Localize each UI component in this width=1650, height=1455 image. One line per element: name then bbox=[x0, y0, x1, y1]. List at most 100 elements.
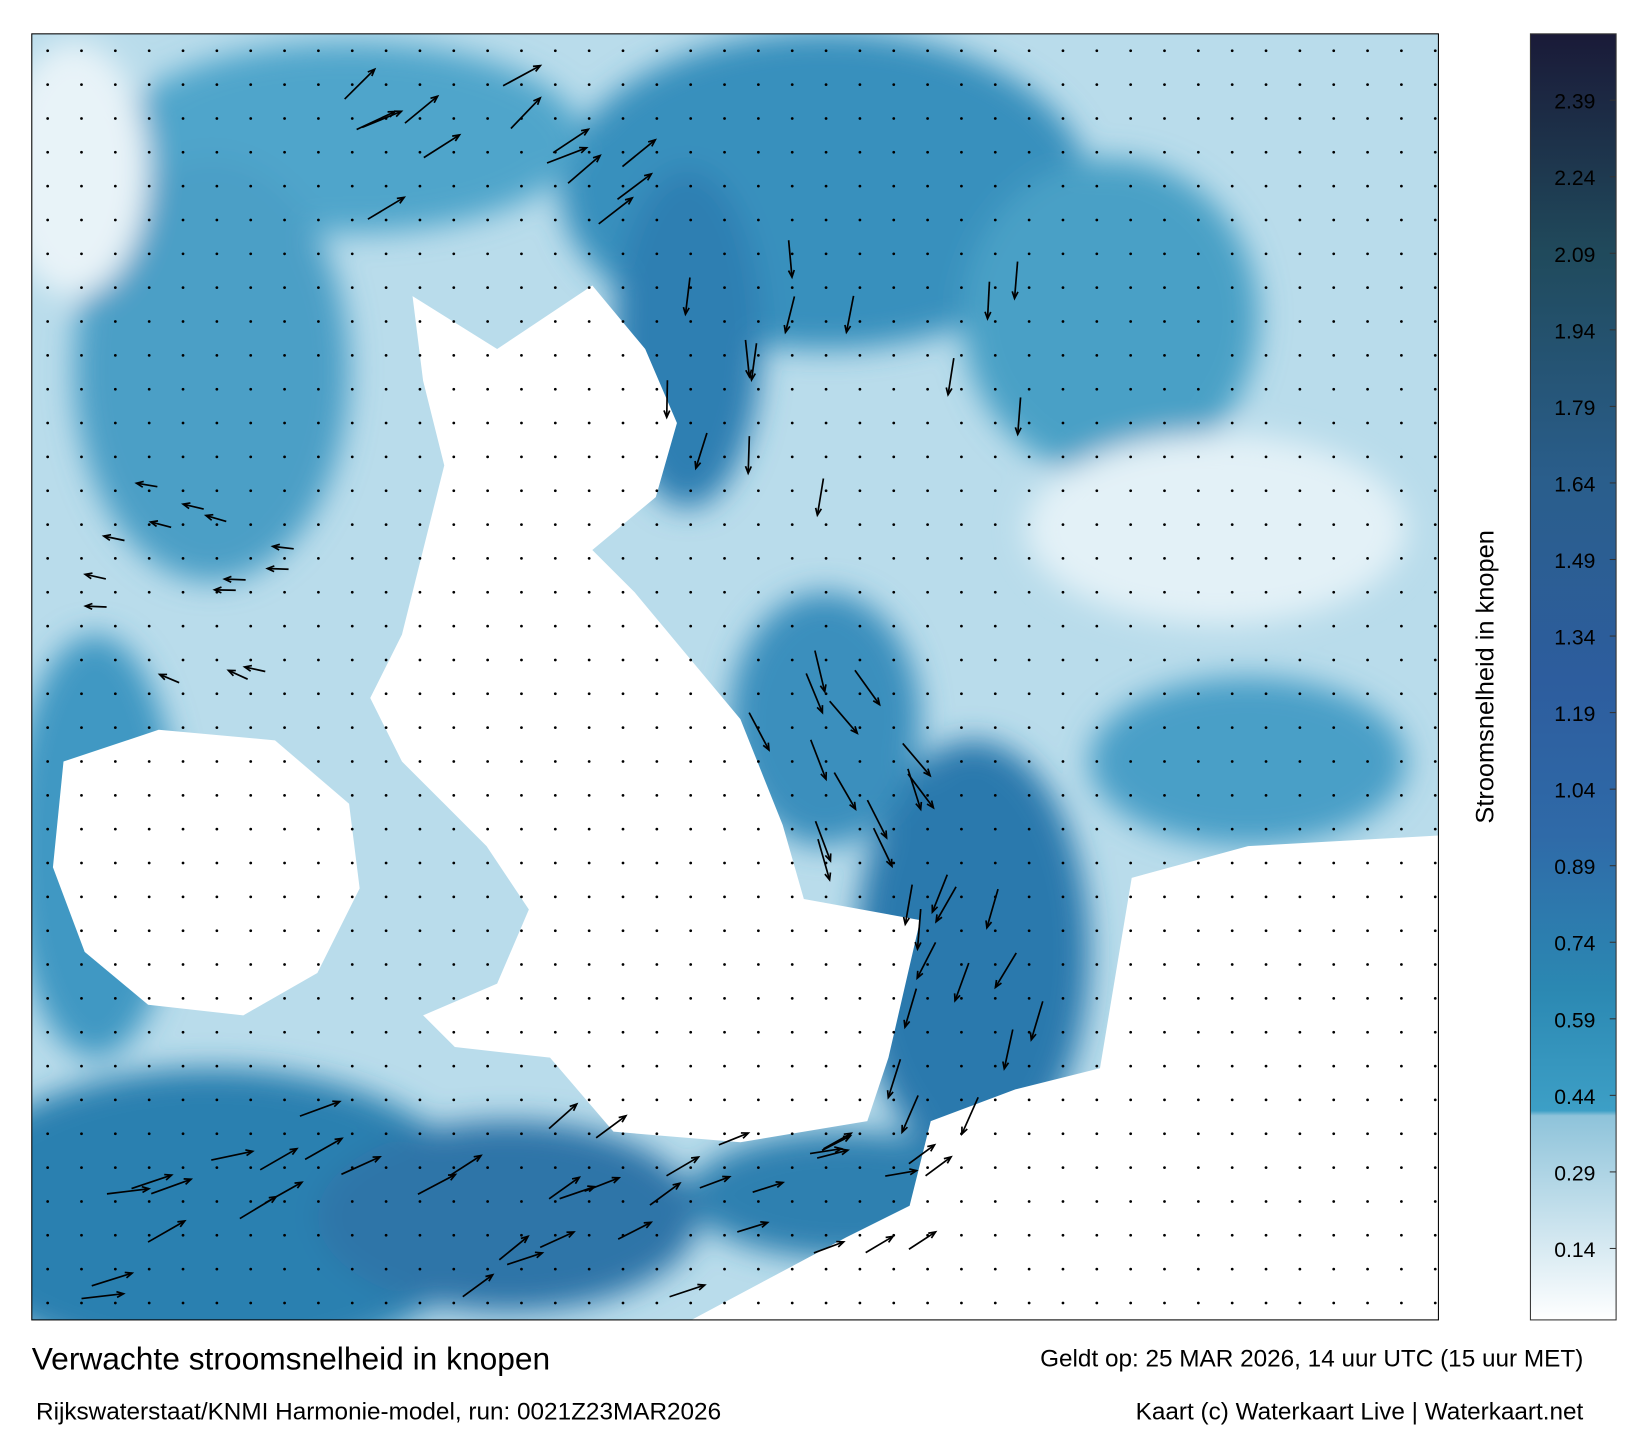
grid-dot bbox=[926, 1031, 929, 1034]
grid-dot bbox=[825, 151, 828, 154]
grid-dot bbox=[723, 252, 726, 255]
grid-dot bbox=[825, 997, 828, 1000]
grid-dot bbox=[859, 895, 862, 898]
grid-dot bbox=[655, 388, 658, 391]
colorbar-tick-label: 1.49 bbox=[1554, 550, 1595, 573]
grid-dot bbox=[385, 760, 388, 763]
grid-dot bbox=[148, 794, 151, 797]
grid-dot bbox=[1366, 997, 1369, 1000]
grid-dot bbox=[1332, 456, 1335, 459]
grid-dot bbox=[80, 489, 83, 492]
grid-dot bbox=[622, 1200, 625, 1203]
grid-dot bbox=[46, 1268, 49, 1271]
grid-dot bbox=[825, 523, 828, 526]
grid-dot bbox=[419, 489, 422, 492]
grid-dot bbox=[622, 523, 625, 526]
valid-time: Geldt op: 25 MAR 2026, 14 uur UTC (15 uu… bbox=[1040, 1345, 1583, 1372]
grid-dot bbox=[723, 760, 726, 763]
grid-dot bbox=[1298, 1065, 1301, 1068]
grid-dot bbox=[46, 659, 49, 662]
grid-dot bbox=[283, 726, 286, 729]
grid-dot bbox=[215, 794, 218, 797]
grid-dot bbox=[791, 252, 794, 255]
grid-dot bbox=[1095, 1132, 1098, 1135]
grid-dot bbox=[689, 659, 692, 662]
grid-dot bbox=[215, 151, 218, 154]
grid-dot bbox=[486, 760, 489, 763]
grid-dot bbox=[1400, 591, 1403, 594]
grid-dot bbox=[1095, 963, 1098, 966]
grid-dot bbox=[554, 1302, 557, 1305]
grid-dot bbox=[689, 49, 692, 52]
grid-dot bbox=[1366, 83, 1369, 86]
grid-dot bbox=[452, 219, 455, 222]
grid-dot bbox=[825, 1234, 828, 1237]
grid-dot bbox=[114, 49, 117, 52]
grid-dot bbox=[1434, 625, 1437, 628]
grid-dot bbox=[1095, 252, 1098, 255]
grid-dot bbox=[622, 1166, 625, 1169]
grid-dot bbox=[588, 523, 591, 526]
grid-dot bbox=[1197, 1234, 1200, 1237]
grid-dot bbox=[46, 422, 49, 425]
grid-dot bbox=[622, 760, 625, 763]
grid-dot bbox=[80, 659, 83, 662]
grid-dot bbox=[825, 49, 828, 52]
grid-dot bbox=[486, 83, 489, 86]
grid-dot bbox=[215, 422, 218, 425]
grid-dot bbox=[622, 83, 625, 86]
grid-dot bbox=[1062, 1200, 1065, 1203]
grid-dot bbox=[1265, 1234, 1268, 1237]
grid-dot bbox=[114, 625, 117, 628]
grid-dot bbox=[689, 862, 692, 865]
grid-dot bbox=[114, 456, 117, 459]
grid-dot bbox=[1298, 963, 1301, 966]
grid-dot bbox=[859, 1132, 862, 1135]
grid-dot bbox=[419, 219, 422, 222]
grid-dot bbox=[892, 49, 895, 52]
grid-dot bbox=[1231, 929, 1234, 932]
grid-dot bbox=[1434, 794, 1437, 797]
grid-dot bbox=[80, 895, 83, 898]
grid-dot bbox=[588, 1268, 591, 1271]
grid-dot bbox=[452, 422, 455, 425]
grid-dot bbox=[1163, 828, 1166, 831]
grid-dot bbox=[1400, 286, 1403, 289]
grid-dot bbox=[1129, 1200, 1132, 1203]
grid-dot bbox=[351, 963, 354, 966]
grid-dot bbox=[1129, 422, 1132, 425]
grid-dot bbox=[960, 354, 963, 357]
grid-dot bbox=[1332, 388, 1335, 391]
grid-dot bbox=[249, 286, 252, 289]
grid-dot bbox=[825, 456, 828, 459]
grid-dot bbox=[182, 185, 185, 188]
grid-dot bbox=[520, 1031, 523, 1034]
grid-dot bbox=[1400, 557, 1403, 560]
grid-dot bbox=[80, 83, 83, 86]
grid-dot bbox=[859, 185, 862, 188]
grid-dot bbox=[1231, 1031, 1234, 1034]
grid-dot bbox=[182, 320, 185, 323]
grid-dot bbox=[215, 895, 218, 898]
grid-dot bbox=[249, 1302, 252, 1305]
grid-dot bbox=[859, 49, 862, 52]
grid-dot bbox=[655, 591, 658, 594]
grid-dot bbox=[148, 1099, 151, 1102]
grid-dot bbox=[655, 185, 658, 188]
grid-dot bbox=[486, 1268, 489, 1271]
grid-dot bbox=[655, 692, 658, 695]
grid-dot bbox=[249, 83, 252, 86]
grid-dot bbox=[1366, 185, 1369, 188]
grid-dot bbox=[148, 997, 151, 1000]
grid-dot bbox=[926, 862, 929, 865]
grid-dot bbox=[1095, 320, 1098, 323]
grid-dot bbox=[554, 692, 557, 695]
grid-dot bbox=[994, 1302, 997, 1305]
grid-dot bbox=[1400, 1268, 1403, 1271]
grid-dot bbox=[757, 760, 760, 763]
grid-dot bbox=[148, 320, 151, 323]
grid-dot bbox=[960, 422, 963, 425]
colorbar-tick-label: 1.94 bbox=[1554, 320, 1595, 343]
grid-dot bbox=[1028, 929, 1031, 932]
grid-dot bbox=[1163, 117, 1166, 120]
